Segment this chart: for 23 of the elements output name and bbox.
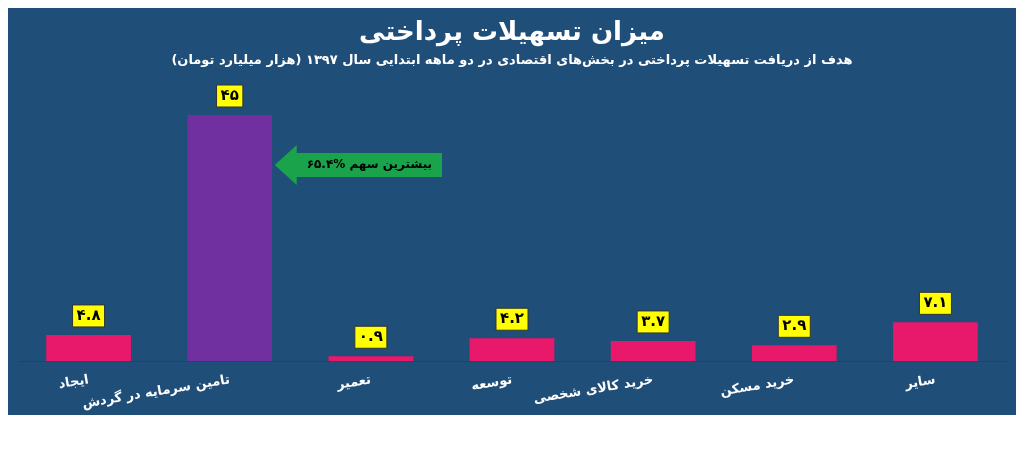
x-tick-label: تعمیر: [334, 371, 372, 392]
x-tick-label: توسعه: [470, 371, 514, 393]
data-label: ۳.۷: [641, 311, 666, 330]
bar: [328, 356, 414, 362]
data-label: ۰.۹: [358, 327, 383, 346]
data-label: ۲.۹: [782, 316, 807, 335]
bar: [610, 340, 696, 362]
x-tick-label: خرید کالای شخصی: [532, 371, 655, 406]
x-tick-label: سایر: [902, 371, 937, 392]
data-label: ۴.۸: [76, 305, 101, 324]
bar: [751, 345, 837, 362]
bar: [187, 115, 273, 362]
x-tick-label: ایجاد: [57, 371, 90, 392]
chart-subtitle: هدف از دریافت تسهیلات پرداختی در بخش‌های اقتصادی در دو ماهه ابتدایی سال ۱۳۹۷ (هزار میلیارد تومان): [170, 51, 854, 69]
data-label: ۷.۱: [923, 293, 948, 312]
chart-title: میزان تسهیلات پرداختی: [358, 15, 666, 46]
data-label: ۴.۲: [499, 309, 525, 328]
bar: [469, 338, 555, 362]
x-tick-label: خرید مسکن: [718, 371, 796, 399]
bar: [893, 322, 978, 362]
bar: [46, 334, 131, 362]
data-label: ۴۵: [220, 85, 239, 104]
annotation: ۶۵.۴% بیشترین سهم: [306, 157, 433, 172]
